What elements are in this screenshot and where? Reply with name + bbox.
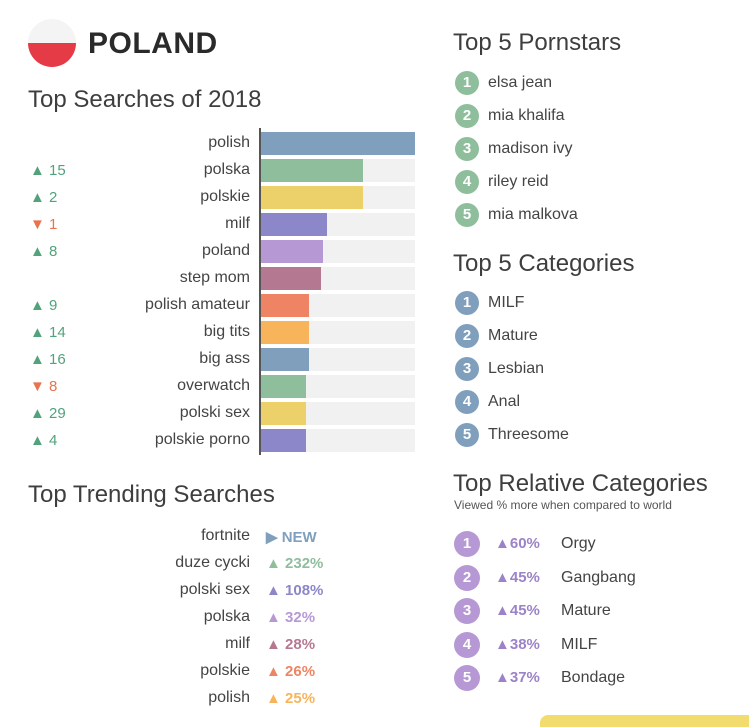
bar [261,294,309,317]
rank-change-down: ▼ 8 [30,378,58,395]
rank-circle: 3 [454,598,480,624]
relative-name: Gangbang [561,568,636,586]
bar [261,402,306,425]
bar [261,159,363,182]
rank-change-up: ▲ 9 [30,297,58,314]
trending-term: milf [225,635,250,652]
bar-label: polish amateur [145,296,250,313]
rank-change-up: ▲ 29 [30,405,66,422]
trending-term: fortnite [201,527,250,544]
bar [261,132,415,155]
relative-pct: ▲38% [495,635,540,653]
corner-decoration [540,715,749,727]
rank-change-up: ▲ 2 [30,189,58,206]
trending-value: ▲ 32% [266,609,316,626]
relative-name: Orgy [561,535,596,552]
relative-name: Mature [561,602,611,619]
trending-term: polskie [200,662,250,679]
rank-circle: 5 [455,423,479,447]
rank-circle: 5 [454,665,480,691]
rank-change-up: ▲ 4 [30,432,58,449]
trending-term: polish [208,689,250,706]
rank-circle: 2 [455,104,479,128]
bar [261,240,323,263]
list-item-name: Threesome [488,426,569,443]
chart-axis [259,128,261,455]
rank-circle: 1 [455,291,479,315]
poland-flag-icon [28,19,76,67]
trending-value: ▲ 28% [266,636,316,653]
bar-label: polskie porno [154,431,250,448]
trending-term: polska [203,608,250,625]
bar [261,186,363,209]
rank-change-down: ▼ 1 [30,216,58,233]
categories-title: Top 5 Categories [453,250,635,277]
trending-term: polski sex [179,581,250,598]
list-item-name: madison ivy [488,140,573,157]
rank-circle: 4 [454,631,480,658]
trending-value: ▶ NEW [266,529,317,546]
rank-change-up: ▲ 15 [30,162,66,179]
bar [261,348,309,371]
bar-label: step mom [179,269,250,286]
list-item-name: elsa jean [488,74,553,91]
rank-circle: 1 [454,531,480,557]
trending-term: duze cycki [175,554,250,571]
relative-name: Bondage [561,669,626,686]
rank-circle: 5 [455,203,479,227]
list-item-name: mia malkova [488,206,578,223]
rank-circle: 1 [455,71,479,95]
relative-subtitle: Viewed % more when compared to world [454,498,672,512]
trending-value: ▲ 108% [266,582,324,599]
relative-pct: ▲37% [495,669,540,686]
trending-value: ▲ 25% [266,690,316,707]
list-item-name: mia khalifa [488,107,565,124]
relative-name: MILF [561,635,598,653]
bar-label: milf [225,215,250,232]
country-title: POLAND [88,27,218,60]
bar [261,375,306,398]
rank-change-up: ▲ 8 [30,243,58,260]
rank-change-up: ▲ 14 [30,324,66,341]
bar [261,267,321,290]
rank-change-up: ▲ 16 [30,351,66,368]
rank-circle: 3 [455,137,479,161]
bar-label: big ass [199,350,250,367]
list-item-name: Mature [488,327,538,344]
bar-label: polish [208,134,250,151]
pornstars-title: Top 5 Pornstars [453,29,622,56]
rank-circle: 2 [454,564,480,591]
relative-pct: ▲45% [495,568,540,586]
relative-pct: ▲45% [495,602,540,619]
relative-title: Top Relative Categories [453,470,708,497]
bar [261,429,306,452]
relative-pct: ▲60% [495,535,540,552]
list-item-name: Anal [488,393,521,410]
rank-circle: 4 [455,390,479,414]
bar-label: poland [201,242,250,259]
list-item-name: MILF [488,294,525,311]
list-item-name: riley reid [488,173,549,190]
top-searches-title: Top Searches of 2018 [28,86,262,113]
bar [261,321,309,344]
trending-title: Top Trending Searches [28,481,275,508]
trending-value: ▲ 26% [266,663,316,680]
list-item-name: Lesbian [488,360,545,377]
rank-circle: 4 [455,170,479,194]
trending-value: ▲ 232% [266,555,324,572]
bar-label: overwatch [177,377,250,394]
rank-circle: 2 [455,324,479,348]
bar-label: polskie [200,188,250,205]
bar-label: big tits [203,323,250,340]
bar [261,213,327,236]
bar-label: polski sex [179,404,250,421]
rank-circle: 3 [455,357,479,381]
bar-label: polska [203,161,250,178]
